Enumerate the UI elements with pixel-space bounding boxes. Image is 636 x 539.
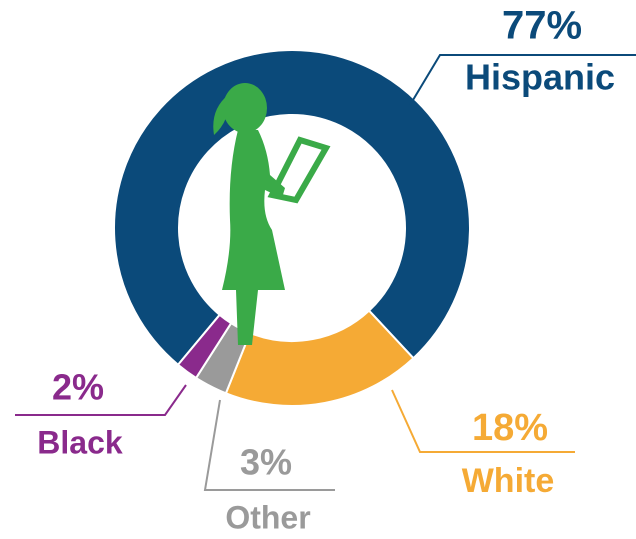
value-label: 77%: [502, 4, 582, 48]
leader-line: [203, 399, 335, 491]
leader-line: [391, 389, 575, 453]
labels: 77% Hispanic 18% White 3% Other 2% Black: [15, 4, 636, 535]
value-label: 3%: [240, 442, 292, 483]
category-label: Black: [37, 424, 123, 460]
category-label: White: [462, 462, 555, 500]
value-label: 2%: [52, 367, 104, 408]
leader-line: [15, 384, 187, 416]
value-label: 18%: [472, 407, 548, 449]
category-label: Hispanic: [465, 57, 615, 98]
leader-line: [409, 54, 636, 106]
donut-slice: [176, 313, 233, 380]
girl-silhouette: [213, 83, 331, 345]
donut: [113, 49, 471, 407]
donut-slice: [113, 49, 471, 367]
category-label: Other: [225, 499, 310, 535]
